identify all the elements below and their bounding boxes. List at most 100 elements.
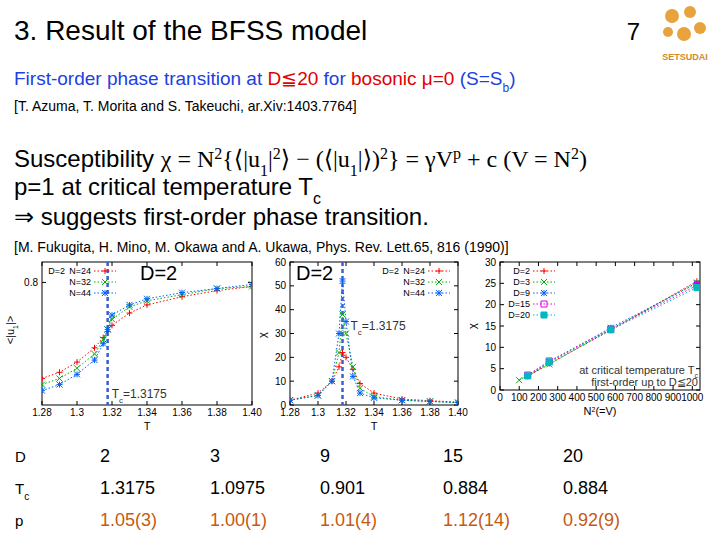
data-point <box>357 390 363 396</box>
chart: 0100200300400500600700800900100005101520… <box>466 257 704 418</box>
data-point <box>343 354 349 360</box>
data-point <box>329 378 335 384</box>
x-tick-label: 900 <box>665 392 682 403</box>
table: D2391520Tc1.31751.09750.9010.8840.884p1.… <box>15 446 620 530</box>
y-tick-label: 40 <box>275 304 287 315</box>
plot-frame <box>500 262 700 390</box>
legend-label: D=3 <box>513 277 530 287</box>
data-point <box>336 350 342 356</box>
data-point <box>109 312 115 318</box>
data-point <box>427 398 433 404</box>
data-point <box>42 388 45 394</box>
y-tick-label: 25 <box>485 278 497 289</box>
x-axis-label: N2(=V) <box>584 405 617 417</box>
x-tick-label: 400 <box>569 392 586 403</box>
legend: D=2N=24N=32N=44 <box>382 266 450 298</box>
table-cell: 1.01(4) <box>320 510 377 530</box>
series-line <box>42 287 252 385</box>
legend-label: D=15 <box>508 299 530 309</box>
series-line <box>519 282 697 380</box>
x-tick-label: 1.28 <box>32 407 52 418</box>
text-run: c <box>24 491 29 502</box>
y-tick <box>290 309 458 310</box>
data-point <box>329 378 335 384</box>
data-point <box>455 400 458 405</box>
series-line <box>290 314 458 402</box>
slide-title: 3. Result of the BFSS model <box>14 15 367 46</box>
text-run: ⟩ − (⟨|u <box>281 146 350 172</box>
data-point <box>608 327 614 333</box>
x-tick-label: 600 <box>607 392 624 403</box>
series-line <box>290 281 458 403</box>
legend-label: D=20 <box>508 310 530 320</box>
y-tick-label: 30 <box>275 328 287 339</box>
table-cell: 0.92(9) <box>563 510 620 530</box>
data-point <box>42 375 45 381</box>
x-tick <box>217 262 218 405</box>
y-tick <box>500 390 700 391</box>
table-cell: 3 <box>210 446 220 466</box>
data-point <box>340 278 346 284</box>
x-axis-label: T <box>371 420 378 432</box>
data-point <box>525 373 531 379</box>
data-point <box>100 341 106 347</box>
data-point <box>371 395 377 401</box>
reference: [M. Fukugita, H. Mino, M. Okawa and A. U… <box>14 239 509 255</box>
text-run: p <box>453 145 461 163</box>
legend-label: D=9 <box>513 288 530 298</box>
data-point <box>350 373 356 379</box>
x-tick-label: 1.38 <box>420 407 440 418</box>
chart: 1.281.31.321.341.361.381.400.8T<|u1|>D=2… <box>4 262 262 432</box>
chart-title: D=2 <box>140 262 177 284</box>
x-tick-label: 800 <box>646 392 663 403</box>
data-point <box>179 290 185 296</box>
text-run: =1.3175 <box>362 319 406 333</box>
data-point <box>57 382 63 388</box>
legend-marker <box>541 290 547 296</box>
table-cell: 1.0975 <box>210 478 265 498</box>
y-tick-label: 30 <box>485 257 497 268</box>
text-run: for <box>318 68 351 89</box>
x-tick-label: 0 <box>497 392 503 403</box>
y-tick <box>290 405 458 406</box>
data-point <box>343 319 349 325</box>
table-cell: 0.884 <box>563 478 608 498</box>
text-run: (=V) <box>595 405 616 417</box>
data-point <box>144 296 150 302</box>
chart: 1.281.31.321.341.361.381.400102030405060… <box>256 257 468 433</box>
legend-label: N=44 <box>403 288 425 298</box>
x-tick-label: 1.34 <box>137 407 157 418</box>
text-run: 2 <box>380 145 388 162</box>
data-point <box>127 302 133 308</box>
text-run: at critical temperature T <box>579 364 695 376</box>
x-tick <box>557 262 558 390</box>
data-point <box>214 286 220 292</box>
reference: [T. Azuma, T. Morita and S. Takeuchi, ar… <box>14 98 357 114</box>
legend-line <box>533 304 555 305</box>
text-run: 2 <box>214 145 222 162</box>
data-point <box>290 397 293 403</box>
data-point <box>427 398 433 404</box>
data-point <box>315 392 321 398</box>
y-tick-label: 0 <box>490 385 496 396</box>
x-tick-label: 300 <box>549 392 566 403</box>
logo-shape <box>694 22 706 34</box>
text-run: } = γV <box>388 146 454 172</box>
legend: D=2D=3D=9D=15D=20 <box>508 266 555 320</box>
annotation: Tc=1.3175 <box>112 387 167 405</box>
y-tick <box>290 333 458 334</box>
table-cell: D <box>15 448 26 465</box>
series-line <box>528 281 697 376</box>
plot-data <box>516 278 700 383</box>
legend-marker <box>541 279 547 285</box>
x-tick-label: 1.3 <box>311 407 325 418</box>
table-cell: 0.901 <box>320 478 365 498</box>
legend-marker <box>102 279 108 285</box>
x-tick-label: 200 <box>530 392 547 403</box>
data-point <box>127 310 133 316</box>
page-number: 7 <box>627 18 640 45</box>
data-point <box>336 364 342 370</box>
plot-data <box>290 262 458 405</box>
background <box>0 0 720 540</box>
series-line <box>528 283 697 375</box>
